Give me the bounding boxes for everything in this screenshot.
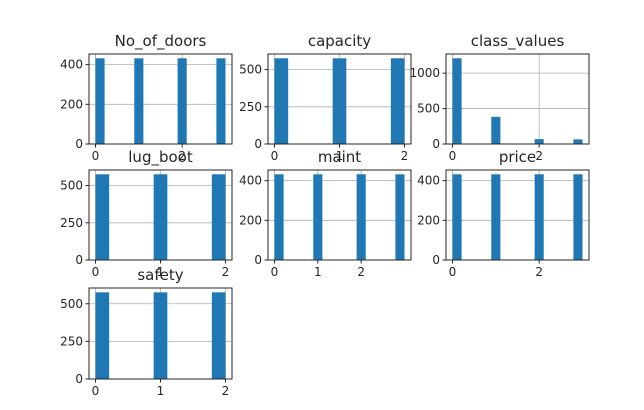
- x-tick-label: 0: [449, 149, 457, 163]
- histogram-bar: [313, 174, 323, 260]
- subplot-class-values: 0 2 0 500 1000 class_values: [409, 32, 590, 163]
- subplot-title: class_values: [471, 32, 565, 51]
- histogram-bar: [573, 139, 583, 144]
- x-tick-label: 0: [92, 149, 100, 163]
- subplot-safety: 0 1 2 0 250 500 safety: [60, 266, 233, 398]
- histogram-bar: [211, 292, 226, 379]
- y-tick-label: 400: [239, 174, 262, 188]
- histogram-bar: [153, 292, 168, 379]
- y-tick-label: 0: [254, 137, 262, 151]
- subplot-price: 0 2 0 200 400 price: [417, 148, 590, 279]
- y-tick-label: 250: [60, 216, 83, 230]
- x-tick-label: 2: [222, 265, 230, 279]
- histogram-bar: [491, 116, 501, 144]
- x-tick-label: 0: [271, 149, 279, 163]
- histogram-bar: [216, 58, 226, 144]
- y-tick-label: 500: [60, 179, 83, 193]
- x-tick-label: 0: [92, 265, 100, 279]
- y-tick-label: 200: [417, 213, 440, 227]
- y-tick-label: 400: [60, 58, 83, 72]
- x-tick-label: 2: [178, 149, 186, 163]
- histogram-bar: [332, 58, 347, 144]
- histogram-bar: [95, 292, 110, 379]
- x-tick-label: 1: [157, 265, 165, 279]
- y-tick-label: 500: [60, 297, 83, 311]
- histogram-bar: [452, 58, 462, 144]
- subplot-No-of-doors: 0 2 0 200 400 No_of_doors: [60, 32, 233, 163]
- histogram-bar: [211, 174, 226, 260]
- subplot-title: safety: [137, 266, 183, 284]
- y-tick-label: 0: [254, 253, 262, 267]
- x-tick-label: 1: [314, 265, 322, 279]
- x-tick-label: 2: [535, 149, 543, 163]
- axes-frame: [267, 169, 412, 261]
- y-tick-label: 0: [75, 253, 83, 267]
- x-tick-label: 2: [222, 384, 230, 398]
- histogram-bar: [274, 174, 284, 260]
- y-tick-label: 400: [417, 174, 440, 188]
- subplot-lug-boot: 0 1 2 0 250 500 lug_boot: [60, 148, 233, 279]
- x-tick-label: 1: [157, 384, 165, 398]
- subplot-title: lug_boot: [128, 148, 193, 167]
- histogram-bar: [356, 174, 366, 260]
- histogram-bar: [534, 174, 544, 260]
- axes-frame: [445, 53, 590, 145]
- x-tick-label: 0: [449, 265, 457, 279]
- histogram-bar: [134, 58, 144, 144]
- histogram-bar: [274, 58, 289, 144]
- y-tick-label: 250: [239, 100, 262, 114]
- subplot-title: price: [499, 148, 536, 166]
- histogram-bar: [534, 139, 544, 144]
- histogram-bar: [491, 174, 501, 260]
- histogram-bar: [573, 174, 583, 260]
- subplot-title: capacity: [308, 32, 371, 50]
- subplot-title: No_of_doors: [115, 32, 207, 51]
- y-tick-label: 0: [432, 253, 440, 267]
- y-tick-label: 200: [60, 97, 83, 111]
- histogram-bar: [452, 174, 462, 260]
- subplot-title: maint: [318, 148, 361, 166]
- subplot-capacity: 0 1 2 0 250 500 capacity: [239, 32, 412, 163]
- x-tick-label: 2: [401, 149, 409, 163]
- y-tick-label: 500: [239, 63, 262, 77]
- x-tick-label: 0: [92, 384, 100, 398]
- y-tick-label: 200: [239, 213, 262, 227]
- x-tick-label: 0: [271, 265, 279, 279]
- x-tick-label: 1: [336, 149, 344, 163]
- y-tick-label: 250: [60, 334, 83, 348]
- y-tick-label: 0: [75, 137, 83, 151]
- y-tick-label: 0: [432, 137, 440, 151]
- subplot-maint: 0 1 2 0 200 400 maint: [239, 148, 412, 279]
- histogram-bar: [395, 174, 405, 260]
- histogram-bar: [177, 58, 187, 144]
- histogram-bar: [153, 174, 168, 260]
- x-tick-label: 2: [357, 265, 365, 279]
- y-tick-label: 1000: [409, 66, 440, 80]
- y-tick-label: 500: [417, 102, 440, 116]
- histogram-bar: [95, 58, 105, 144]
- y-tick-label: 0: [75, 372, 83, 386]
- x-tick-label: 2: [535, 265, 543, 279]
- axes-frame: [445, 169, 590, 261]
- axes-frame: [88, 53, 233, 145]
- histogram-bar: [95, 174, 110, 260]
- histogram-bar: [390, 58, 405, 144]
